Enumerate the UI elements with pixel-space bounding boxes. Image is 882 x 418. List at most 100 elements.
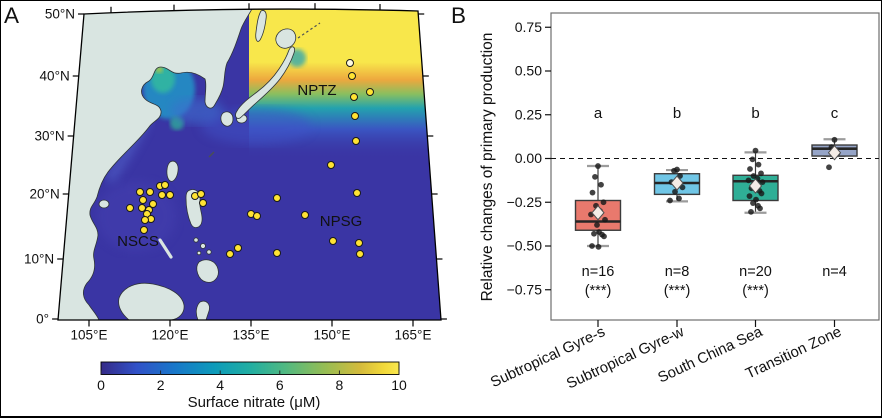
- landmass-honshu: [235, 46, 295, 119]
- box-group-subtropical-gyre-w: b n=8 (***): [653, 105, 701, 299]
- station-dot: [199, 199, 207, 207]
- landmass-hainan: [98, 199, 110, 209]
- station-dot: [139, 196, 147, 204]
- data-point: [831, 136, 838, 143]
- lat-tick-label: 0°: [36, 312, 49, 327]
- station-dot: [136, 188, 144, 196]
- station-dot: [161, 181, 169, 189]
- landmass-hokkaido: [275, 28, 297, 49]
- station-dot: [140, 226, 148, 234]
- lat-tick-label: 20°N: [30, 187, 60, 202]
- landmass-mindanao: [196, 259, 219, 283]
- data-point: [750, 200, 756, 207]
- station-dot: [197, 190, 205, 198]
- data-point: [745, 177, 752, 184]
- data-point: [594, 222, 600, 228]
- station-dot: [356, 250, 364, 258]
- landmass-taiwan: [166, 160, 179, 182]
- landmass-sulawesi: [195, 300, 210, 320]
- landmass-palawan: [158, 238, 173, 259]
- data-point: [598, 181, 604, 188]
- data-point: [672, 188, 678, 195]
- station-dot: [353, 189, 361, 197]
- station-dot: [234, 244, 242, 252]
- landmass-asia: [58, 9, 254, 320]
- n-label: n=4: [822, 264, 847, 280]
- station-dot: [366, 88, 374, 96]
- lat-tick-label: 10°N: [24, 252, 54, 267]
- data-point: [746, 193, 753, 200]
- data-point: [676, 195, 682, 202]
- significance-label: (***): [664, 283, 691, 299]
- data-point: [757, 205, 763, 212]
- data-point: [747, 166, 753, 172]
- data-point: [759, 179, 766, 186]
- data-point: [758, 190, 765, 197]
- station-dot: [253, 212, 261, 220]
- map-label-nscs: NSCS: [117, 233, 159, 250]
- y-tick-label: 0.50: [515, 63, 542, 79]
- lat-tick-label: 30°N: [34, 129, 64, 144]
- landmass-sakhalin: [255, 10, 267, 42]
- y-tick-label: −0.50: [507, 238, 543, 254]
- landmass-luzon: [185, 189, 203, 228]
- station-dot: [346, 59, 354, 67]
- landmass-kyushu: [220, 111, 234, 127]
- colorbar-tick-label: 8: [336, 377, 344, 393]
- station-dot: [352, 137, 360, 145]
- landmass-visayas: [196, 250, 202, 256]
- data-point: [752, 147, 759, 154]
- landmass-borneo: [118, 282, 185, 320]
- lon-tick-label: 135°E: [233, 328, 270, 343]
- lon-tick-label: 150°E: [314, 328, 351, 343]
- map-label-npsg: NPSG: [320, 213, 363, 230]
- colorbar-gradient: [100, 361, 400, 375]
- y-axis-label: Relative changes of primary production: [479, 33, 496, 302]
- mean-diamond: [748, 178, 763, 194]
- izu-islands-line: [208, 151, 215, 158]
- station-dot: [273, 194, 281, 202]
- station-dot: [146, 188, 154, 196]
- station-dot: [126, 204, 134, 212]
- colorbar-tick-label: 2: [157, 377, 165, 393]
- data-point: [591, 230, 597, 237]
- colorbar: 0 2 4 6 8 10 Surface nitrate (μM): [97, 361, 407, 411]
- colorbar-tick-label: 4: [216, 377, 224, 393]
- data-point: [758, 170, 764, 177]
- lat-tick-label: 40°N: [40, 69, 70, 84]
- colorbar-tick-label: 0: [97, 377, 105, 393]
- box-group-transition-zone: c n=4: [811, 105, 858, 280]
- sig-letter: a: [594, 105, 603, 122]
- station-dot: [141, 216, 149, 224]
- station-dot: [301, 211, 309, 219]
- data-point: [601, 233, 607, 240]
- map-ocean-overlays: [58, 9, 441, 320]
- landmass-visayas: [193, 237, 199, 243]
- landmass-visayas: [200, 243, 206, 249]
- map-frame: [57, 8, 442, 321]
- n-label: n=20: [739, 264, 772, 280]
- mean-diamond: [591, 204, 605, 221]
- y-tick-label: −0.75: [507, 281, 543, 297]
- map-label-nptz: NPTZ: [297, 82, 336, 99]
- box-group-south-china-sea: b n=20 (***): [732, 105, 779, 299]
- data-point: [600, 199, 607, 206]
- sig-letter: b: [673, 105, 681, 122]
- data-point: [749, 156, 756, 163]
- data-point: [748, 208, 754, 215]
- lon-tick-label: 105°E: [71, 328, 108, 343]
- boxplot-groups: a n=16 (***) b n=8 (***) b n=20 (***) c n=4: [574, 105, 858, 299]
- station-markers: [126, 59, 374, 258]
- panel-b-label: B: [451, 3, 466, 28]
- landmass-visayas: [206, 249, 212, 255]
- data-point: [592, 173, 598, 180]
- map-panel: 50°N 40°N 30°N 20°N 10°N 0° 105°E 120°E 135°E 150…: [4, 3, 447, 411]
- significance-label: (***): [585, 283, 612, 299]
- y-tick-label: −0.25: [507, 194, 543, 210]
- station-dot: [350, 93, 358, 101]
- station-dot: [166, 191, 174, 199]
- panel-a-label: A: [4, 3, 19, 28]
- colorbar-label: Surface nitrate (μM): [188, 394, 321, 411]
